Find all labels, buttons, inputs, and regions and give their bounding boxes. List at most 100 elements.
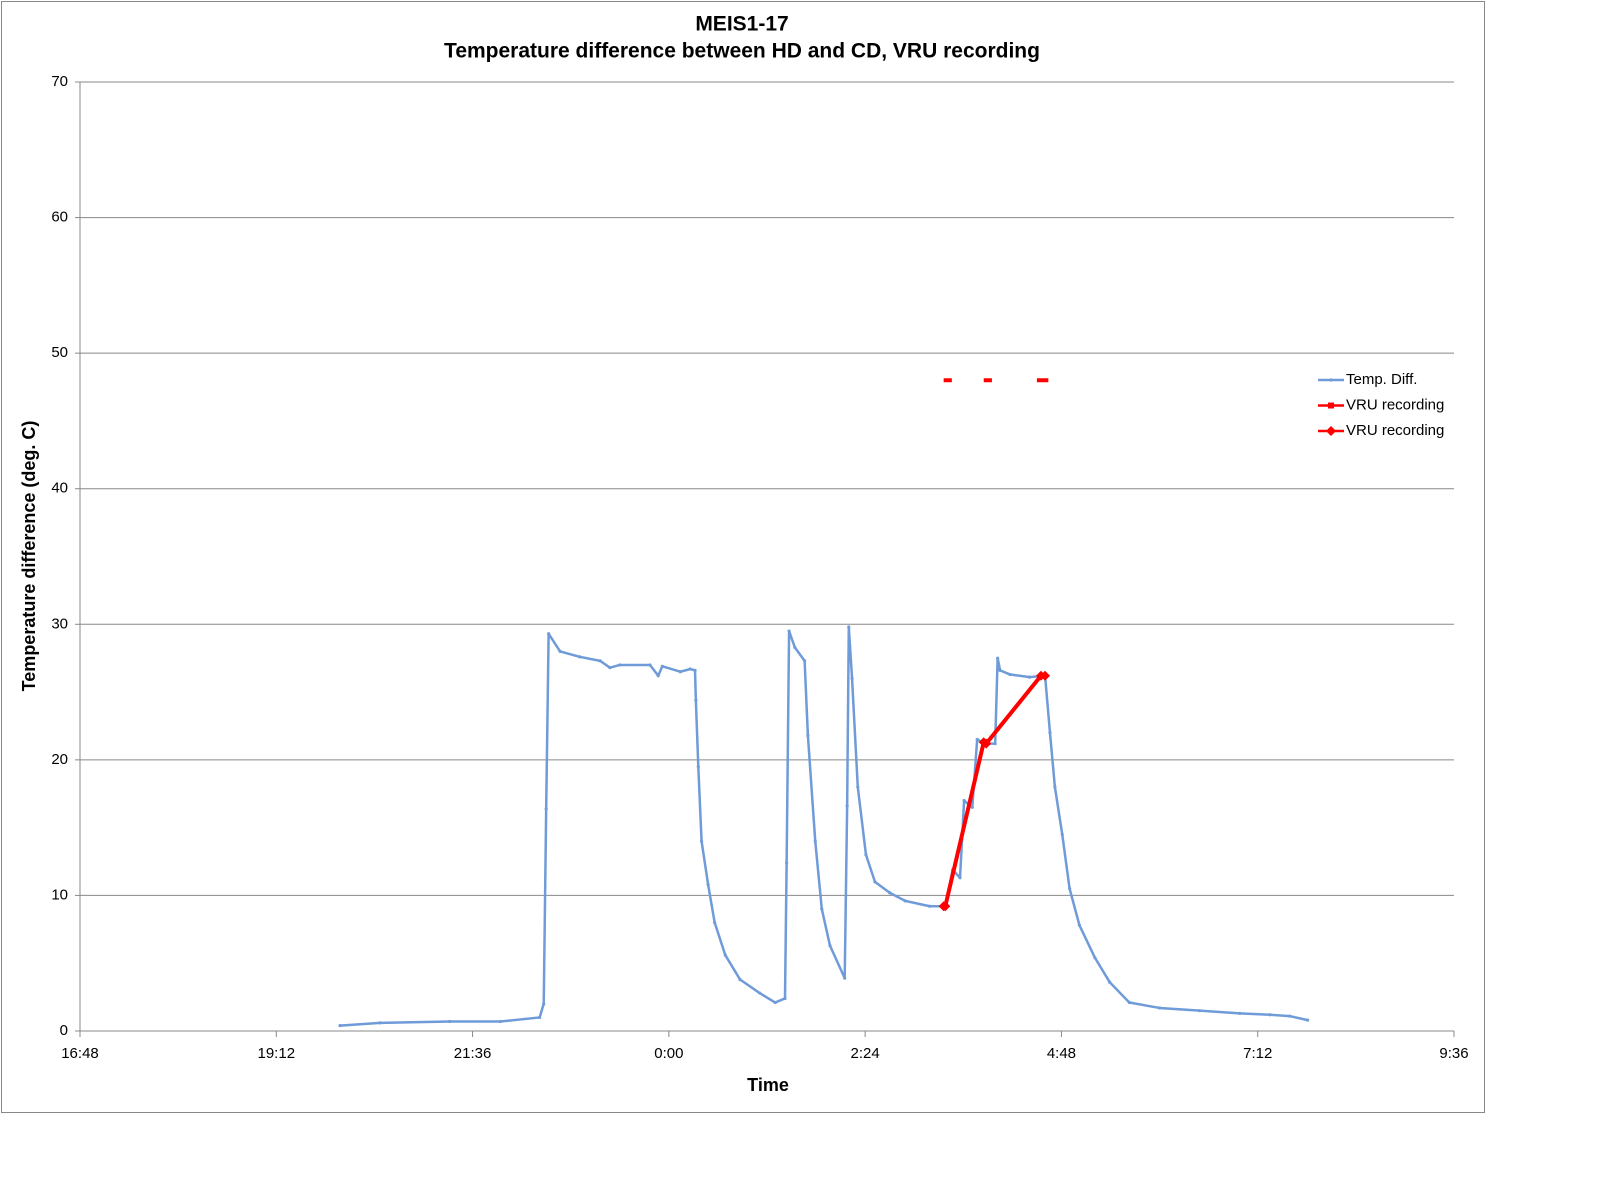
data-point	[787, 629, 791, 633]
data-point	[1040, 670, 1051, 681]
data-point	[850, 676, 854, 681]
series-line	[339, 625, 1308, 1027]
data-point	[783, 996, 787, 1001]
data-point	[542, 1002, 546, 1006]
data-point	[1068, 887, 1072, 891]
data-point	[608, 666, 612, 670]
x-tick-label: 2:24	[851, 1045, 880, 1062]
data-point	[338, 1023, 342, 1028]
y-tick-label: 40	[51, 480, 68, 497]
data-point	[993, 741, 997, 746]
data-point	[1306, 1018, 1310, 1022]
data-point	[828, 943, 832, 948]
x-tick-label: 4:48	[1047, 1045, 1076, 1062]
data-point	[1027, 675, 1032, 679]
data-point	[723, 953, 727, 957]
data-point	[448, 1019, 452, 1024]
data-point	[378, 1021, 382, 1025]
y-axis-title: Temperature difference (deg. C)	[19, 421, 39, 692]
data-point	[1048, 731, 1052, 735]
data-point	[578, 655, 582, 659]
x-tick-label: 0:00	[654, 1045, 683, 1062]
data-point	[803, 659, 807, 663]
data-point	[558, 649, 562, 654]
data-point	[699, 839, 704, 843]
data-point	[713, 920, 717, 925]
y-tick-label: 10	[51, 886, 68, 903]
chart-subtitle: Temperature difference between HD and CD…	[444, 40, 1040, 63]
y-tick-label: 70	[51, 73, 68, 90]
data-point	[793, 645, 797, 649]
data-point	[1157, 1006, 1162, 1010]
data-point	[1108, 980, 1112, 984]
data-point	[928, 904, 932, 908]
data-point	[903, 899, 907, 903]
y-tick-label: 30	[51, 615, 68, 632]
data-point	[706, 882, 710, 887]
data-point	[738, 977, 742, 982]
data-point	[773, 1000, 777, 1005]
data-point	[1077, 923, 1082, 927]
data-point	[873, 880, 877, 884]
data-point	[1288, 1014, 1292, 1018]
data-point	[1238, 1011, 1242, 1015]
data-point	[1093, 956, 1097, 960]
y-tick-label: 50	[51, 344, 68, 361]
data-point	[940, 901, 951, 912]
data-point	[856, 785, 860, 789]
data-point	[813, 839, 817, 843]
data-point	[694, 698, 698, 702]
data-point	[864, 853, 868, 857]
data-point	[820, 907, 824, 911]
data-point	[970, 805, 974, 809]
x-tick-label: 9:36	[1439, 1045, 1468, 1062]
x-tick-label: 19:12	[258, 1045, 296, 1062]
data-point	[1053, 785, 1057, 789]
data-point	[538, 1015, 542, 1020]
data-point	[1008, 672, 1012, 677]
chart-frame	[1, 1, 1485, 1113]
legend-label: VRU recording	[1346, 396, 1444, 413]
data-point	[1127, 1000, 1131, 1005]
data-point	[696, 765, 700, 769]
legend-marker	[1328, 402, 1334, 409]
data-point	[618, 663, 622, 667]
data-point	[678, 670, 682, 674]
data-point	[1060, 832, 1064, 837]
data-point	[648, 663, 652, 667]
data-point	[975, 737, 979, 742]
data-point	[996, 656, 1000, 660]
y-tick-label: 0	[60, 1022, 68, 1039]
data-point	[847, 625, 851, 629]
data-point	[688, 667, 692, 671]
data-point	[660, 664, 664, 668]
legend-marker	[1326, 426, 1336, 436]
y-tick-label: 20	[51, 751, 68, 768]
data-point	[843, 976, 847, 980]
data-point	[981, 738, 992, 749]
data-point	[544, 807, 548, 811]
data-point	[1268, 1013, 1272, 1017]
data-point	[888, 891, 892, 895]
data-point	[693, 668, 697, 672]
data-point	[758, 991, 762, 995]
data-point	[547, 632, 551, 636]
data-point	[806, 733, 810, 738]
data-point	[962, 798, 966, 803]
x-tick-label: 16:48	[61, 1045, 99, 1062]
legend-marker	[1329, 378, 1333, 382]
legend-label: Temp. Diff.	[1346, 371, 1417, 388]
x-tick-label: 7:12	[1243, 1045, 1272, 1062]
legend-label: VRU recording	[1346, 422, 1444, 439]
data-point	[498, 1019, 502, 1024]
data-point	[1198, 1009, 1202, 1013]
x-axis-title: Time	[747, 1075, 789, 1095]
data-point	[598, 659, 602, 663]
x-tick-label: 21:36	[454, 1045, 492, 1062]
data-point	[998, 668, 1002, 672]
y-tick-label: 60	[51, 209, 68, 226]
chart-title: MEIS1-17	[695, 13, 788, 36]
data-point	[845, 804, 849, 808]
